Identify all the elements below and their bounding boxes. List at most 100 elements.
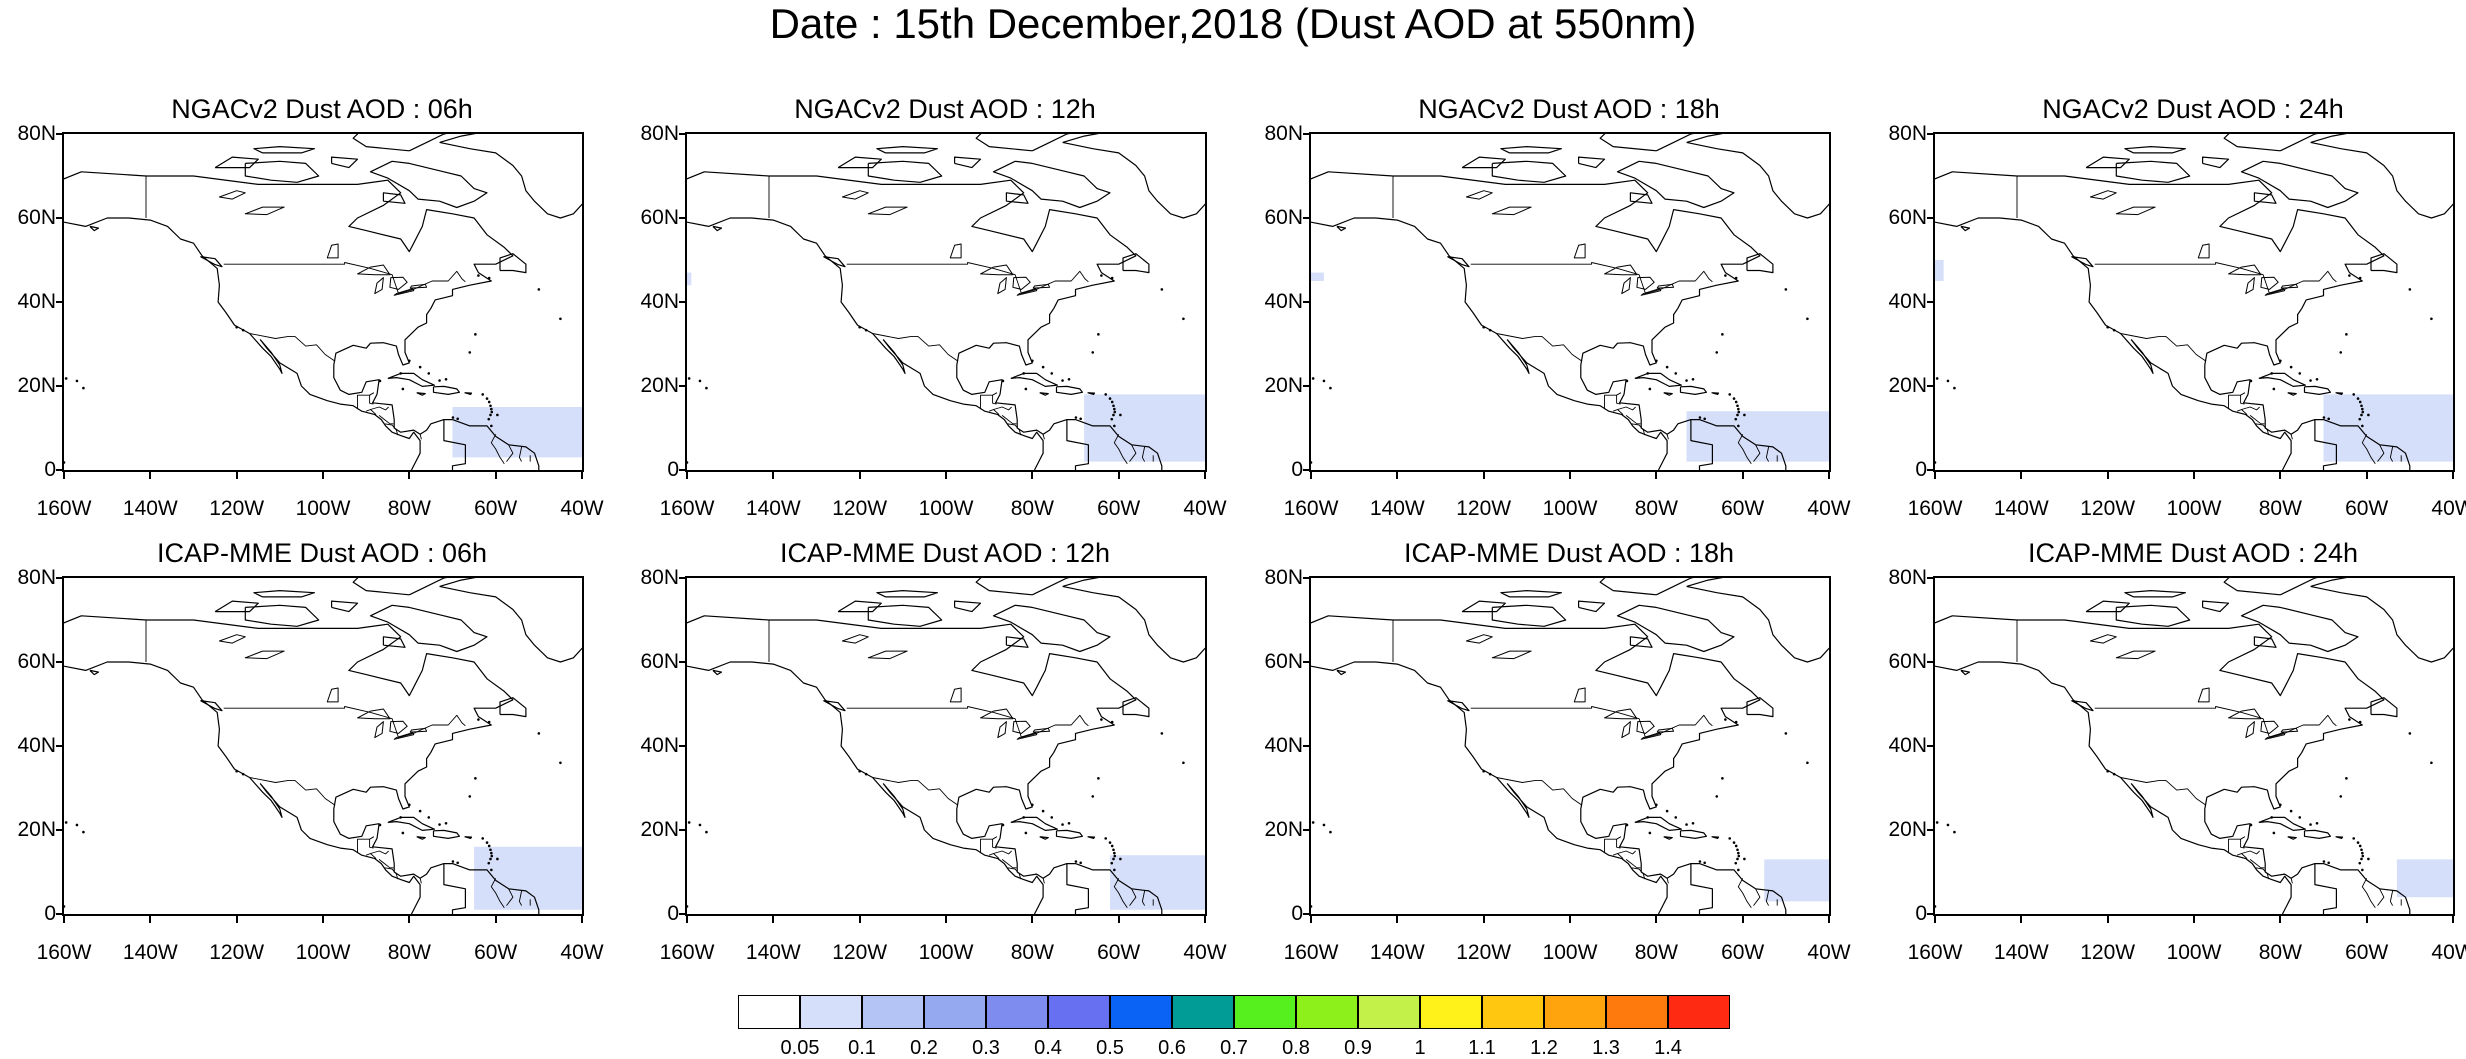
island-dot [427,816,431,819]
coastline [2223,578,2318,596]
colorbar-label: 1 [1414,1037,1426,1059]
island-dot [1113,410,1117,414]
island-dot [1946,823,1950,827]
x-tick-mark [408,472,411,479]
island-dot [235,769,238,773]
coastline [2240,160,2359,209]
country-border [2389,890,2394,906]
island-dot [418,809,422,813]
y-tick-label: 60N [17,206,56,229]
x-tick-label: 140W [122,941,178,964]
coastline [2202,156,2230,169]
island-dot [1734,720,1738,724]
island-dot [1685,823,1688,826]
island-dot [1074,860,1078,863]
dust-aod-patch [1686,411,1829,462]
island-dot [485,397,489,400]
island-dot [1112,848,1115,852]
island-dot [2360,848,2363,852]
y-tick-label: 40N [1888,734,1927,757]
x-tick-mark [149,472,152,479]
x-tick-mark [772,472,775,479]
y-tick-label: 20N [1264,374,1303,397]
island-dot [1061,379,1064,382]
x-tick-mark [1117,472,1120,479]
lake-outline [1465,190,1493,200]
country-border [378,415,394,425]
x-tick-mark [235,472,238,479]
country-border [2377,444,2385,462]
island-dot [1646,816,1649,819]
x-tick-label: 100W [295,497,351,520]
panel-title: ICAP-MME Dust AOD : 24h [2027,538,2359,568]
coastline [1122,697,1150,718]
island-dot [444,821,448,825]
y-tick-label: 60N [1888,206,1927,229]
country-border [1496,333,1583,362]
x-tick-mark [945,916,947,923]
island-dot [2358,844,2362,848]
country-border [1604,392,1622,410]
island-dot [1736,413,1739,417]
coastline [464,392,473,395]
lake-outline [2089,190,2117,200]
island-dot [2345,333,2348,336]
island-dot [477,274,480,277]
island-dot [1655,359,1658,363]
island-dot [559,317,562,321]
x-tick-mark [494,472,497,479]
coastline [1461,156,1506,169]
country-border [1007,423,1022,436]
coastline [2335,392,2344,395]
colorbar-label: 0.05 [780,1037,820,1059]
colorbar-label: 0.8 [1282,1037,1310,1059]
country-border [2249,415,2265,425]
island-dot [451,416,455,419]
island-dot [1674,816,1678,819]
y-tick-label: 60N [640,650,679,673]
lake-outline [244,650,285,660]
island-dot [477,718,480,721]
island-dot [490,410,494,414]
island-dot [705,830,708,834]
y-tick-mark [1303,745,1309,747]
panel-title: NGACv2 Dust AOD : 18h [1418,94,1720,124]
country-border [2361,434,2376,464]
island-dot [2249,823,2253,827]
coastline [2370,697,2398,718]
island-dot [1625,823,1629,827]
island-dot [75,379,79,383]
y-tick-label: 80N [640,566,679,589]
country-border [1141,890,1146,906]
island-dot [1935,821,1939,824]
island-dot [2358,861,2362,865]
x-tick-mark [2020,916,2023,923]
island-dot [1953,830,1956,834]
island-dot [687,461,689,464]
island-dot [864,772,868,776]
island-dot [1113,851,1116,855]
panel-title: ICAP-MME Dust AOD : 18h [1403,538,1735,568]
coastline [2310,578,2453,663]
island-dot [2272,831,2276,835]
island-dot [1698,416,1702,419]
x-tick-label: 40W [2431,941,2466,964]
lake-outline [374,277,384,295]
island-dot [408,359,411,363]
island-dot [2112,772,2116,776]
y-tick-label: 60N [640,206,679,229]
island-dot [1488,772,1492,776]
country-border [1631,867,1646,880]
x-tick-label: 120W [2080,941,2136,964]
country-border [1001,415,1017,425]
island-dot [1737,410,1741,414]
island-dot [2249,379,2253,383]
country-border [2241,850,2260,855]
island-dot [2430,317,2433,321]
country-border [223,706,466,739]
island-dot [1734,276,1738,280]
map-frame [62,576,584,916]
coastline [867,160,943,183]
coastline [1311,171,1787,470]
coastline [214,600,259,613]
